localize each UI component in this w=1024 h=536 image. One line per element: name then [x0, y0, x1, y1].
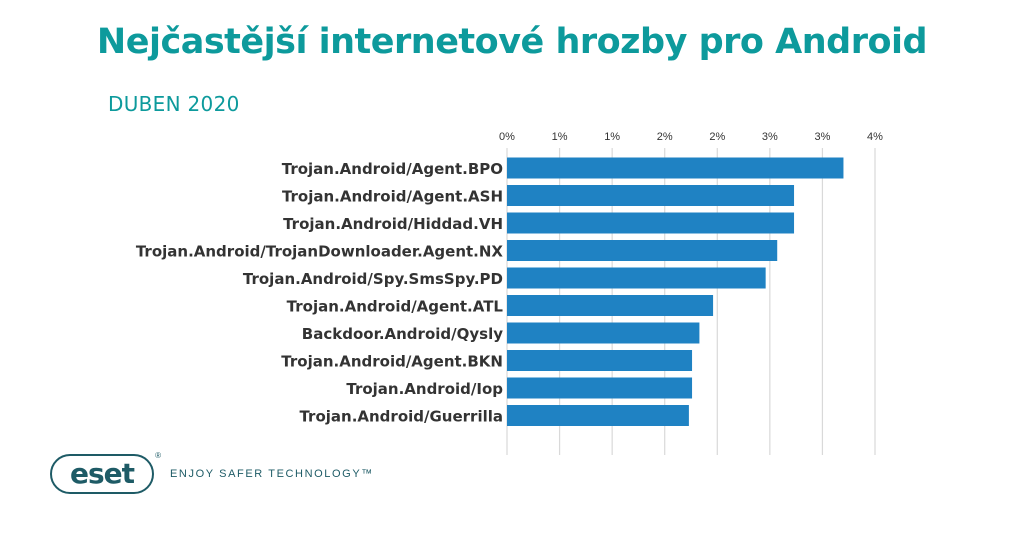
x-tick-label: 4%: [867, 131, 883, 143]
logo-text: eset: [69, 457, 135, 490]
bar: [507, 405, 689, 426]
category-labels: Trojan.Android/Agent.BPO Trojan.Android/A…: [136, 160, 504, 426]
bar: [507, 185, 795, 206]
bar: [507, 377, 693, 399]
x-tick-label: 3%: [762, 131, 778, 143]
bar: [507, 212, 795, 234]
bar: [507, 350, 693, 371]
category-label: Trojan.Android/Agent.BKN: [281, 353, 503, 371]
x-tick-label: 1%: [552, 131, 568, 143]
x-tick-label: 0%: [499, 131, 515, 143]
category-label: Backdoor.Android/Qysly: [302, 325, 503, 343]
footer: eset ® ENJOY SAFER TECHNOLOGY™: [50, 451, 374, 494]
bar: [507, 267, 766, 289]
bar: [507, 322, 700, 344]
x-tick-labels: 0% 1% 1% 2% 2% 3% 3% 4%: [499, 131, 883, 143]
x-tick-label: 1%: [604, 131, 620, 143]
x-tick-label: 2%: [657, 131, 673, 143]
x-tick-label: 2%: [709, 131, 725, 143]
chart-title: Nejčastější internetové hrozby pro Andro…: [96, 22, 928, 62]
bar: [507, 295, 714, 316]
bar: [507, 240, 778, 261]
registered-mark: ®: [155, 451, 161, 460]
x-tick-label: 3%: [814, 131, 830, 143]
category-label: Trojan.Android/Hiddad.VH: [283, 215, 503, 233]
category-label: Trojan.Android/Iop: [346, 380, 503, 398]
eset-logo: eset ®: [50, 451, 161, 494]
category-label: Trojan.Android/Guerrilla: [299, 408, 503, 426]
tagline: ENJOY SAFER TECHNOLOGY™: [170, 468, 374, 480]
category-label: Trojan.Android/Spy.SmsSpy.PD: [243, 270, 503, 288]
chart-subtitle: DUBEN 2020: [108, 92, 240, 116]
category-label: Trojan.Android/Agent.ASH: [282, 188, 503, 206]
category-label: Trojan.Android/TrojanDownloader.Agent.NX: [136, 243, 504, 261]
category-label: Trojan.Android/Agent.ATL: [287, 298, 504, 316]
bars: [507, 157, 844, 426]
bar: [507, 157, 844, 179]
category-label: Trojan.Android/Agent.BPO: [282, 160, 503, 178]
